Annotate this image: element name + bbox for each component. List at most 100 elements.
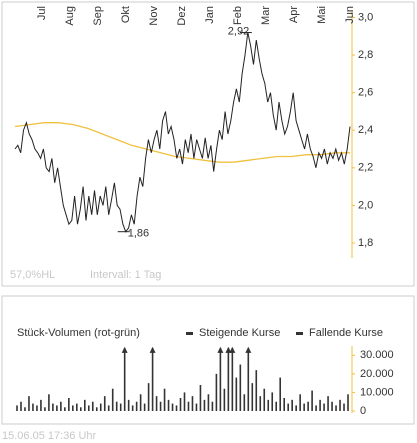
volume-bar: [335, 405, 337, 411]
y-tick-label: 10.000: [360, 386, 394, 398]
volume-bar: [115, 401, 118, 411]
volume-bar: [143, 403, 146, 411]
volume-bar: [315, 405, 317, 411]
volume-bar: [171, 403, 174, 411]
volume-bar: [195, 403, 198, 411]
volume-bar: [327, 396, 329, 411]
volume-bar: [28, 396, 30, 411]
volume-bar: [16, 405, 18, 411]
volume-bar: [147, 383, 150, 411]
volume-bar: [80, 407, 82, 411]
volume-bar: [72, 405, 74, 411]
x-tick-label: Nov: [148, 6, 160, 26]
y-tick-label: 2,6: [358, 87, 373, 99]
volume-bar: [311, 390, 313, 411]
volume-bar: [83, 399, 86, 411]
y-tick-label: 2,0: [358, 199, 373, 211]
volume-bar: [259, 396, 262, 411]
footer: 15.06.05 17:36 Uhr: [2, 430, 97, 442]
x-tick-label: Okt: [120, 6, 132, 23]
volume-bar: [279, 377, 282, 411]
y-tick-label: 2,4: [358, 124, 373, 136]
volume-bar: [199, 385, 202, 411]
volume-bar: [107, 405, 110, 411]
volume-bar: [187, 401, 190, 411]
x-tick-label: Jun: [344, 6, 356, 24]
volume-bar: [155, 396, 158, 411]
y-tick-label: 30.000: [360, 349, 394, 361]
volume-bar: [32, 403, 34, 411]
volume-bar: [323, 403, 325, 411]
volume-bar: [87, 405, 90, 411]
volume-bar: [52, 403, 54, 411]
volume-bar: [239, 364, 242, 411]
volume-bar: [211, 401, 214, 411]
volume-bar: [267, 399, 270, 411]
x-tick-label: Sep: [92, 6, 104, 26]
volume-bar: [76, 403, 78, 411]
volume-bar: [203, 399, 206, 411]
volume-bar: [219, 347, 222, 411]
volume-bar: [68, 398, 70, 411]
y-tick-label: 1,8: [358, 237, 373, 249]
volume-bar: [159, 401, 162, 411]
note: 57,0%HL: [10, 269, 55, 281]
price-line: [14, 122, 350, 163]
volume-bar: [48, 394, 50, 411]
overflow-arrow: [225, 346, 232, 353]
x-tick-label: Feb: [232, 6, 244, 25]
volume-bar: [95, 407, 98, 411]
volume-bar: [295, 405, 297, 411]
volume-bar: [56, 405, 58, 411]
overflow-arrow: [149, 346, 156, 353]
legend-swatch: [186, 332, 193, 335]
x-tick-label: Mar: [260, 6, 272, 25]
volume-bar: [231, 347, 234, 411]
volume-bar: [91, 401, 94, 411]
volume-bar: [251, 383, 254, 411]
volume-bar: [135, 401, 138, 411]
note: Intervall: 1 Tag: [90, 269, 161, 281]
volume-bar: [235, 377, 238, 411]
volume-bar: [215, 373, 218, 411]
x-tick-label: Mai: [316, 6, 328, 24]
volume-bar: [123, 347, 126, 411]
volume-bar: [263, 388, 266, 411]
annotation: 1,86: [128, 228, 149, 240]
volume-bar: [24, 407, 26, 411]
volume-bar: [167, 399, 170, 411]
volume-bar: [64, 407, 66, 411]
overflow-arrow: [229, 346, 236, 353]
volume-bar: [183, 392, 186, 411]
volume-bar: [207, 394, 210, 411]
volume-bar: [44, 407, 46, 411]
y-tick-label: 20.000: [360, 368, 394, 380]
overflow-arrow: [217, 346, 224, 353]
volume-bar: [347, 394, 349, 411]
volume-bar: [163, 388, 166, 411]
x-tick-label: Dez: [176, 6, 188, 26]
volume-title: Stück-Volumen (rot-grün): [17, 327, 140, 339]
volume-bar: [287, 403, 289, 411]
volume-bar: [283, 398, 285, 411]
x-tick-label: Jan: [204, 6, 216, 24]
volume-bar: [36, 405, 38, 411]
volume-bar: [247, 347, 250, 411]
legend-entry: Steigende Kurse: [199, 327, 280, 339]
volume-bar: [60, 401, 62, 411]
x-tick-label: Apr: [288, 6, 300, 23]
volume-bar: [303, 403, 305, 411]
volume-bar: [291, 399, 293, 411]
volume-bar: [151, 347, 154, 411]
volume-bar: [243, 394, 246, 411]
overflow-arrow: [245, 346, 252, 353]
volume-bar: [331, 401, 333, 411]
volume-bar: [20, 401, 22, 411]
y-tick-label: 0: [360, 405, 366, 417]
y-tick-label: 2,2: [358, 162, 373, 174]
price-panel: [1, 1, 415, 287]
overflow-arrow: [121, 346, 128, 353]
volume-bar: [227, 347, 230, 411]
volume-bar: [319, 399, 321, 411]
